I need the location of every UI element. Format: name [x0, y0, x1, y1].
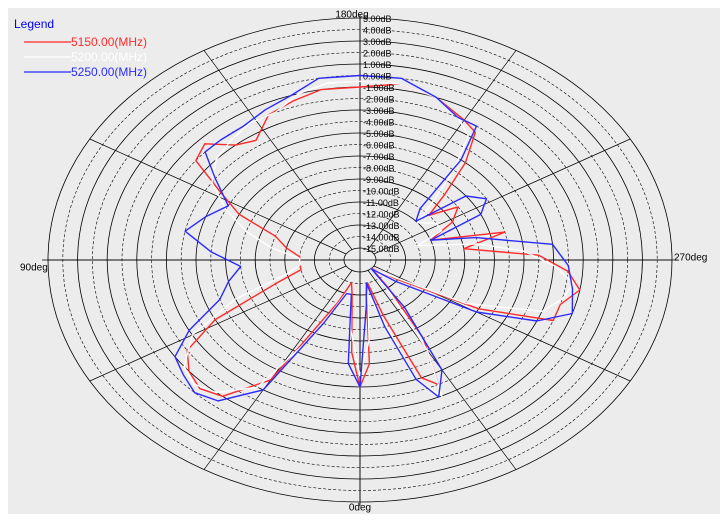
legend: Legend 5150.00(MHz) 5200.00(MHz) 5250.00…	[14, 17, 147, 79]
radial-tick-label: 3.00dB	[363, 37, 392, 47]
radial-tick-label: 0.00dB	[363, 72, 392, 82]
radial-tick-label: 5.00dB	[363, 14, 392, 24]
radial-tick-label: -7.00dB	[363, 152, 395, 162]
angle-label-right: 270deg	[674, 253, 707, 264]
grid-spoke	[203, 50, 353, 250]
series-line-1	[183, 80, 575, 397]
radial-tick-label: -2.00dB	[363, 95, 395, 105]
radial-tick-label: -1.00dB	[363, 83, 395, 93]
legend-label-0: 5150.00(MHz)	[71, 35, 147, 49]
radial-tick-label: -6.00dB	[363, 141, 395, 151]
legend-title: Legend	[14, 17, 54, 31]
polar-grid	[42, 14, 678, 506]
angle-label-bottom: 0deg	[349, 503, 371, 514]
series-layer	[174, 74, 581, 402]
legend-label-1: 5200.00(MHz)	[71, 50, 147, 64]
grid-spoke	[89, 138, 347, 255]
grid-spoke	[373, 138, 631, 255]
series-line-0	[186, 83, 581, 397]
legend-label-2: 5250.00(MHz)	[71, 65, 147, 79]
grid-spoke	[367, 50, 517, 250]
plot-area: 5.00dB 4.00dB 3.00dB 2.00dB 1.00dB 0.00dB -1.0…	[8, 8, 720, 514]
radial-tick-label: 1.00dB	[363, 60, 392, 70]
radial-tick-label: -15.00dB	[363, 244, 400, 254]
radial-tick-label: -10.00dB	[363, 187, 400, 197]
radial-tick-label: -9.00dB	[363, 175, 395, 185]
radial-tick-label: -14.00dB	[363, 233, 400, 243]
grid-spoke	[89, 265, 347, 382]
angle-label-top: 180deg	[335, 10, 368, 21]
radial-tick-label: -3.00dB	[363, 106, 395, 116]
radial-tick-label: -5.00dB	[363, 129, 395, 139]
radial-tick-label: -4.00dB	[363, 118, 395, 128]
radial-tick-label: 4.00dB	[363, 26, 392, 36]
radial-tick-label: -8.00dB	[363, 164, 395, 174]
radial-tick-label: -11.00dB	[363, 198, 399, 208]
radial-tick-label: -12.00dB	[363, 210, 400, 220]
radial-tick-label: -13.00dB	[363, 221, 400, 231]
series-line-2	[174, 74, 574, 402]
angle-label-left: 90deg	[20, 263, 48, 274]
radial-tick-label: 2.00dB	[363, 49, 392, 59]
grid-spoke	[203, 270, 353, 470]
